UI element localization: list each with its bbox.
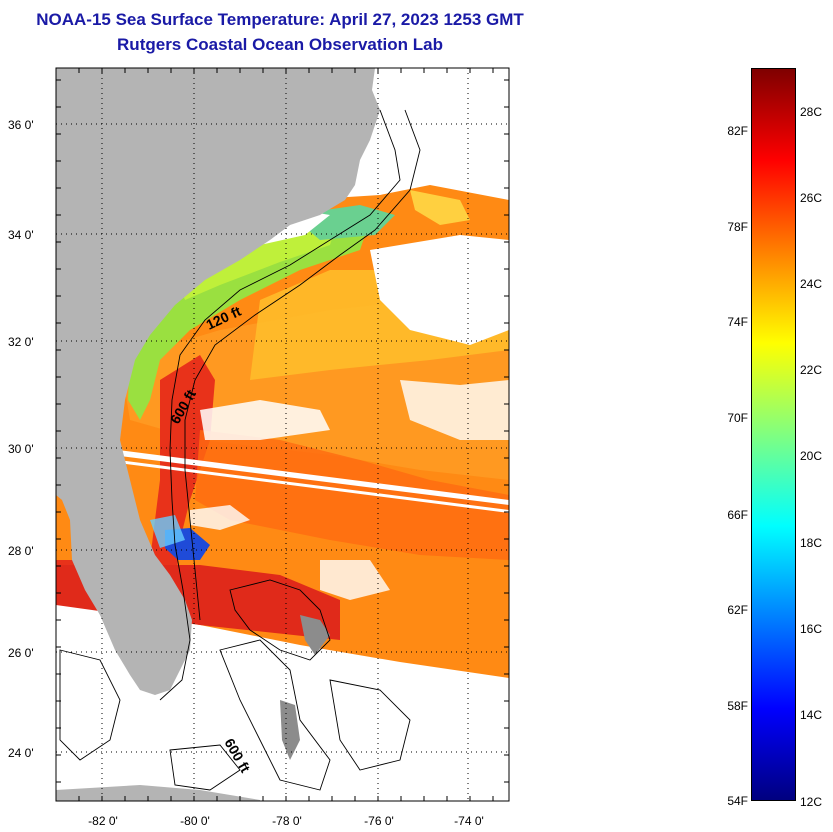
lat-label-30: 30 0' — [8, 442, 34, 456]
cbar-label-14c: 14C — [800, 708, 823, 722]
cbar-label-22c: 22C — [800, 363, 823, 377]
cbar-label-58f: 58F — [727, 699, 748, 713]
cbar-label-28c: 28C — [800, 105, 823, 119]
lat-label-26: 26 0' — [8, 646, 34, 660]
lake-okeechobee — [146, 597, 164, 611]
lat-label-34: 34 0' — [8, 228, 34, 242]
cbar-label-82f: 82F — [727, 124, 748, 138]
land-us — [56, 68, 380, 695]
cbar-label-54f: 54F — [727, 794, 748, 808]
map-ticks — [55, 68, 509, 801]
cbar-label-26c: 26C — [800, 191, 823, 205]
cbar-label-20c: 20C — [800, 449, 823, 463]
land-abaco — [300, 615, 330, 655]
map-subtitle: Rutgers Coastal Ocean Observation Lab — [117, 35, 443, 54]
cbar-label-24c: 24C — [800, 277, 823, 291]
lon-label-76: -76 0' — [364, 814, 394, 828]
lat-label-32: 32 0' — [8, 335, 34, 349]
lon-label-82: -82 0' — [88, 814, 118, 828]
land-andros — [280, 700, 300, 760]
cbar-label-66f: 66F — [727, 508, 748, 522]
cbar-label-62f: 62F — [727, 603, 748, 617]
lat-label-24: 24 0' — [8, 746, 34, 760]
cbar-label-18c: 18C — [800, 536, 823, 550]
temperature-colorbar — [751, 68, 796, 801]
map-title: NOAA-15 Sea Surface Temperature: April 2… — [36, 10, 524, 29]
land-cuba — [56, 785, 260, 801]
cbar-label-74f: 74F — [727, 315, 748, 329]
map-frame — [55, 67, 510, 802]
cbar-label-12c: 12C — [800, 795, 823, 809]
lat-label-36: 36 0' — [8, 118, 34, 132]
lat-label-28: 28 0' — [8, 544, 34, 558]
cbar-label-70f: 70F — [727, 411, 748, 425]
depth-contours — [59, 109, 421, 791]
lon-label-80: -80 0' — [180, 814, 210, 828]
map-grid — [56, 68, 509, 801]
lon-label-78: -78 0' — [272, 814, 302, 828]
lon-label-74: -74 0' — [454, 814, 484, 828]
cbar-label-16c: 16C — [800, 622, 823, 636]
cbar-label-78f: 78F — [727, 220, 748, 234]
